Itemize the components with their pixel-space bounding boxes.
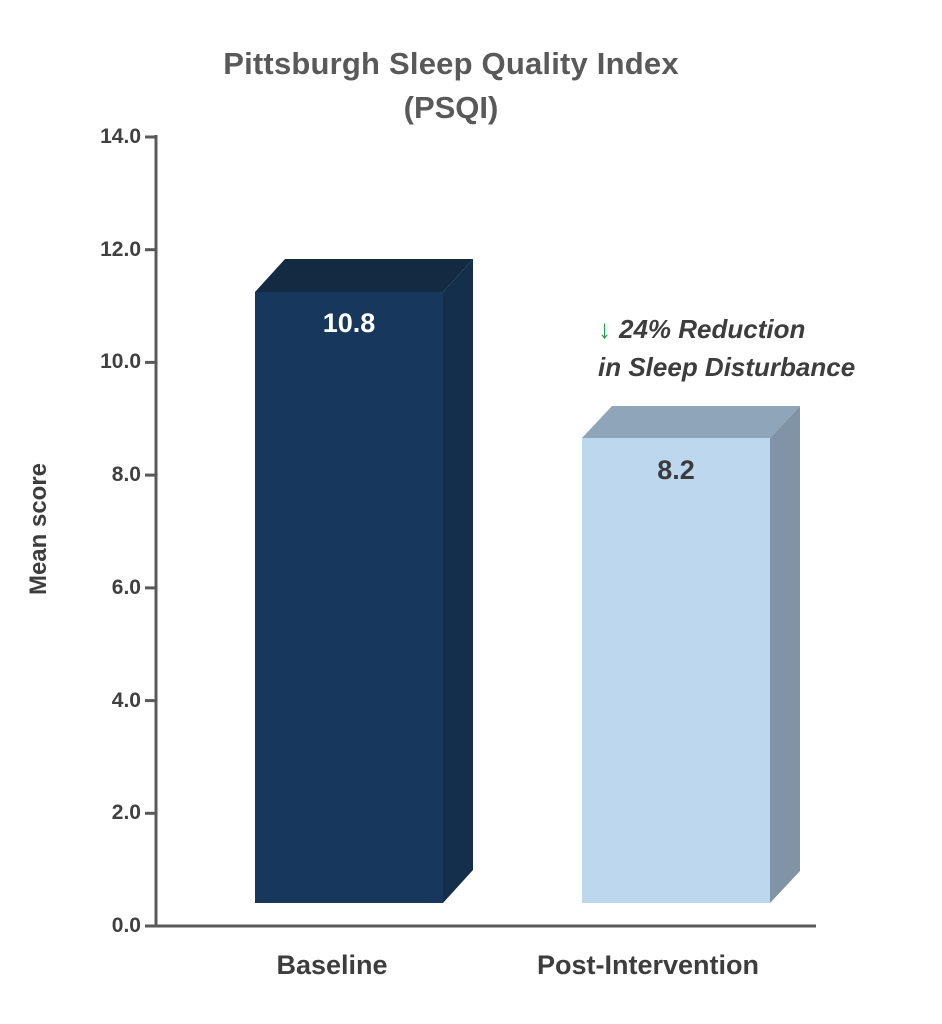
annotation-line-2: in Sleep Disturbance <box>598 352 856 382</box>
bar-post-side <box>770 406 800 903</box>
x-category-label-post-intervention: Post-Intervention <box>536 950 759 980</box>
y-tick-label-4: 4.0 <box>111 689 141 712</box>
y-tick-label-0: 0.0 <box>111 914 141 937</box>
bar-baseline-top <box>255 259 473 292</box>
y-tick-label-12: 12.0 <box>100 238 141 261</box>
annotation-line-1: ↓ 24% Reduction <box>598 310 918 348</box>
annotation-line-1-text: 24% Reduction <box>619 314 806 344</box>
y-tick-label-10: 10.0 <box>100 350 141 373</box>
y-axis-ticks <box>145 135 156 928</box>
x-category-label-baseline: Baseline <box>276 950 388 980</box>
y-tick-label-8: 8.0 <box>111 463 141 486</box>
bar-post-front <box>582 438 770 903</box>
chart-title: Pittsburgh Sleep Quality Index <box>223 46 679 81</box>
chart-subtitle: (PSQI) <box>403 90 499 125</box>
bar-value-baseline: 10.8 <box>322 308 376 338</box>
bar-post-top <box>582 406 800 438</box>
bar-baseline-side <box>443 259 473 903</box>
bar-value-post-intervention: 8.2 <box>657 455 695 485</box>
y-tick-label-2: 2.0 <box>111 801 141 824</box>
y-tick-label-6: 6.0 <box>111 576 141 599</box>
down-arrow-icon: ↓ <box>598 314 611 344</box>
bar-baseline <box>255 259 473 903</box>
bar-post-intervention <box>582 406 800 903</box>
annotation-reduction: ↓ 24% Reduction in Sleep Disturbance <box>598 310 918 386</box>
y-tick-label-14: 14.0 <box>100 125 141 148</box>
bar-baseline-front <box>255 292 443 903</box>
